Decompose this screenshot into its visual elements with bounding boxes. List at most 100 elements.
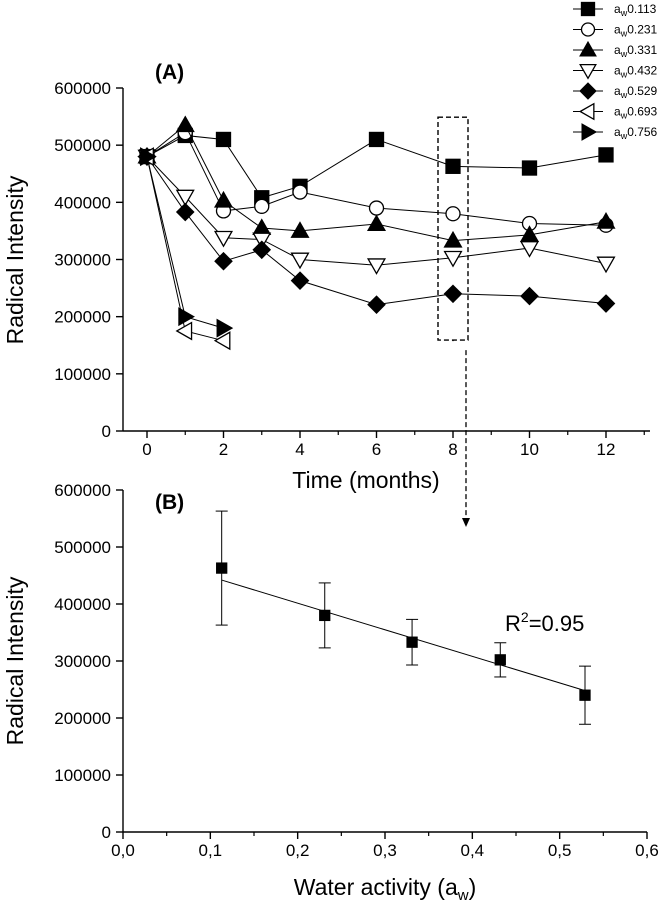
- panel-b-axes: 0,0 0,1 0,2 0,3 0,4 0,5 0,6 0 100000 200000 300000…: [54, 481, 659, 860]
- panel-b-x-tick-label: 0,4: [461, 841, 485, 860]
- series-aw0.756: [140, 147, 234, 338]
- data-point-aw0.432: [213, 230, 234, 248]
- data-point: [579, 689, 591, 701]
- data-point-aw0.693: [213, 331, 231, 351]
- data-point: [216, 562, 228, 574]
- panel-b: (B) Radical Intensity Water activity (aw…: [2, 481, 659, 904]
- connector-arrowhead: [462, 518, 470, 527]
- panel-a-x-tick-label: 6: [372, 440, 381, 459]
- panel-b-x-tick-label: 0,1: [199, 841, 223, 860]
- panel-b-y-axis-title: Radical Intensity: [2, 576, 28, 745]
- panel-a-x-tick-label: 8: [448, 440, 457, 459]
- series-line-aw0.756: [146, 156, 224, 329]
- data-point-aw0.432: [519, 241, 540, 258]
- data-point-aw0.432: [366, 258, 387, 275]
- data-point-aw0.693: [175, 321, 193, 341]
- data-point-aw0.113: [598, 147, 614, 163]
- panel-a-series: [137, 115, 616, 351]
- panel-b-y-tick-label: 0: [102, 823, 111, 842]
- panel-b-y-tick-label: 500000: [54, 538, 111, 557]
- legend-marker-aw0.693: [578, 102, 595, 121]
- panel-a: (A) Radical Intensity Time (months) 0 2 4 6…: [2, 1, 658, 493]
- panel-a-y-tick-label: 600000: [54, 79, 111, 98]
- connector-dashed-line: [452, 340, 467, 520]
- legend-marker-aw0.331: [579, 40, 597, 57]
- data-point-aw0.113: [368, 131, 385, 148]
- panel-b-y-tick-label: 400000: [54, 595, 111, 614]
- panel-a-y-tick-label: 400000: [54, 193, 111, 212]
- panel-a-x-axis-title: Time (months): [292, 467, 439, 493]
- panel-b-x-tick-label: 0,3: [373, 841, 397, 860]
- legend: aw0.113 aw0.231 aw0.331 aw0.432 aw0.529 aw0.6…: [573, 1, 658, 141]
- highlight-box: [437, 116, 469, 341]
- data-point-aw0.529: [214, 251, 233, 271]
- series-aw0.331: [137, 115, 616, 248]
- data-point-aw0.529: [175, 202, 195, 222]
- panel-a-x-tick-label: 4: [295, 440, 304, 459]
- panel-b-x-tick-label: 0,5: [548, 841, 572, 860]
- data-point-aw0.756: [140, 147, 157, 167]
- data-point-aw0.331: [366, 214, 387, 232]
- panel-a-highlight-box: [437, 116, 469, 341]
- panel-b-y-tick-label: 100000: [54, 766, 111, 785]
- data-point-aw0.331: [175, 115, 195, 133]
- data-point: [406, 636, 418, 648]
- panel-a-y-tick-label: 0: [102, 422, 111, 441]
- data-point-aw0.113: [521, 160, 538, 176]
- legend-marker-aw0.529: [579, 82, 597, 100]
- panel-a-label: (A): [155, 61, 184, 84]
- panel-a-x-tick-label: 10: [520, 440, 539, 459]
- data-point-aw0.432: [443, 250, 463, 268]
- data-point-aw0.231: [368, 200, 385, 216]
- legend-label-aw0.231: aw0.231: [614, 23, 658, 39]
- data-point-aw0.331: [290, 221, 310, 238]
- data-point-aw0.529: [443, 284, 463, 304]
- data-point-aw0.756: [178, 307, 195, 327]
- legend-label-aw0.113: aw0.113: [614, 2, 657, 18]
- data-point-aw0.529: [520, 286, 539, 306]
- legend-label-aw0.529: aw0.529: [614, 84, 658, 100]
- panel-a-x-tick-label: 12: [597, 440, 616, 459]
- panel-a-x-tick-label: 2: [219, 440, 228, 459]
- panel-b-x-axis-title: Water activity (aw): [294, 874, 477, 904]
- legend-label-aw0.331: aw0.331: [614, 43, 658, 59]
- legend-label-aw0.756: aw0.756: [614, 125, 658, 141]
- legend-marker-aw0.756: [581, 123, 598, 141]
- r-squared-annotation: R2=0.95: [505, 609, 584, 636]
- panel-a-y-tick-label: 200000: [54, 308, 111, 327]
- data-point-aw0.113: [215, 131, 232, 148]
- connector-arrow: [452, 340, 470, 527]
- panel-b-y-tick-label: 600000: [54, 481, 111, 500]
- panel-a-y-tick-label: 100000: [54, 365, 111, 384]
- panel-b-y-tick-label: 200000: [54, 709, 111, 728]
- legend-label-aw0.693: aw0.693: [614, 105, 658, 121]
- panel-a-y-axis-title: Radical Intensity: [2, 175, 28, 344]
- panel-b-plot: [215, 510, 591, 725]
- data-point-aw0.231: [445, 206, 461, 222]
- panel-a-y-tick-label: 500000: [54, 136, 111, 155]
- series-aw0.113: [139, 127, 614, 206]
- panel-b-y-tick-label: 300000: [54, 652, 111, 671]
- data-point-aw0.529: [252, 240, 272, 260]
- data-point-aw0.529: [596, 294, 616, 313]
- panel-b-label: (B): [155, 491, 184, 514]
- panel-a-axes: 0 2 4 6 8 10 12 0 100000 200000 300000 400000 500000…: [54, 79, 650, 459]
- data-point-aw0.432: [175, 189, 195, 207]
- data-point-aw0.331: [213, 190, 234, 208]
- data-point: [494, 654, 506, 666]
- data-point-aw0.529: [290, 271, 310, 290]
- legend-marker-aw0.432: [579, 64, 597, 80]
- data-point-aw0.756: [216, 318, 234, 338]
- data-point-aw0.231: [292, 184, 308, 200]
- data-point-aw0.113: [445, 158, 461, 174]
- data-point: [319, 609, 331, 622]
- legend-label-aw0.432: aw0.432: [614, 64, 658, 80]
- panel-b-x-tick-label: 0,0: [111, 841, 135, 860]
- panel-a-x-tick-label: 0: [142, 440, 151, 459]
- legend-marker-aw0.113: [580, 1, 596, 17]
- data-point-aw0.529: [367, 295, 386, 314]
- fit-line: [221, 579, 586, 692]
- data-point-aw0.331: [443, 230, 463, 248]
- data-point-aw0.231: [254, 198, 270, 214]
